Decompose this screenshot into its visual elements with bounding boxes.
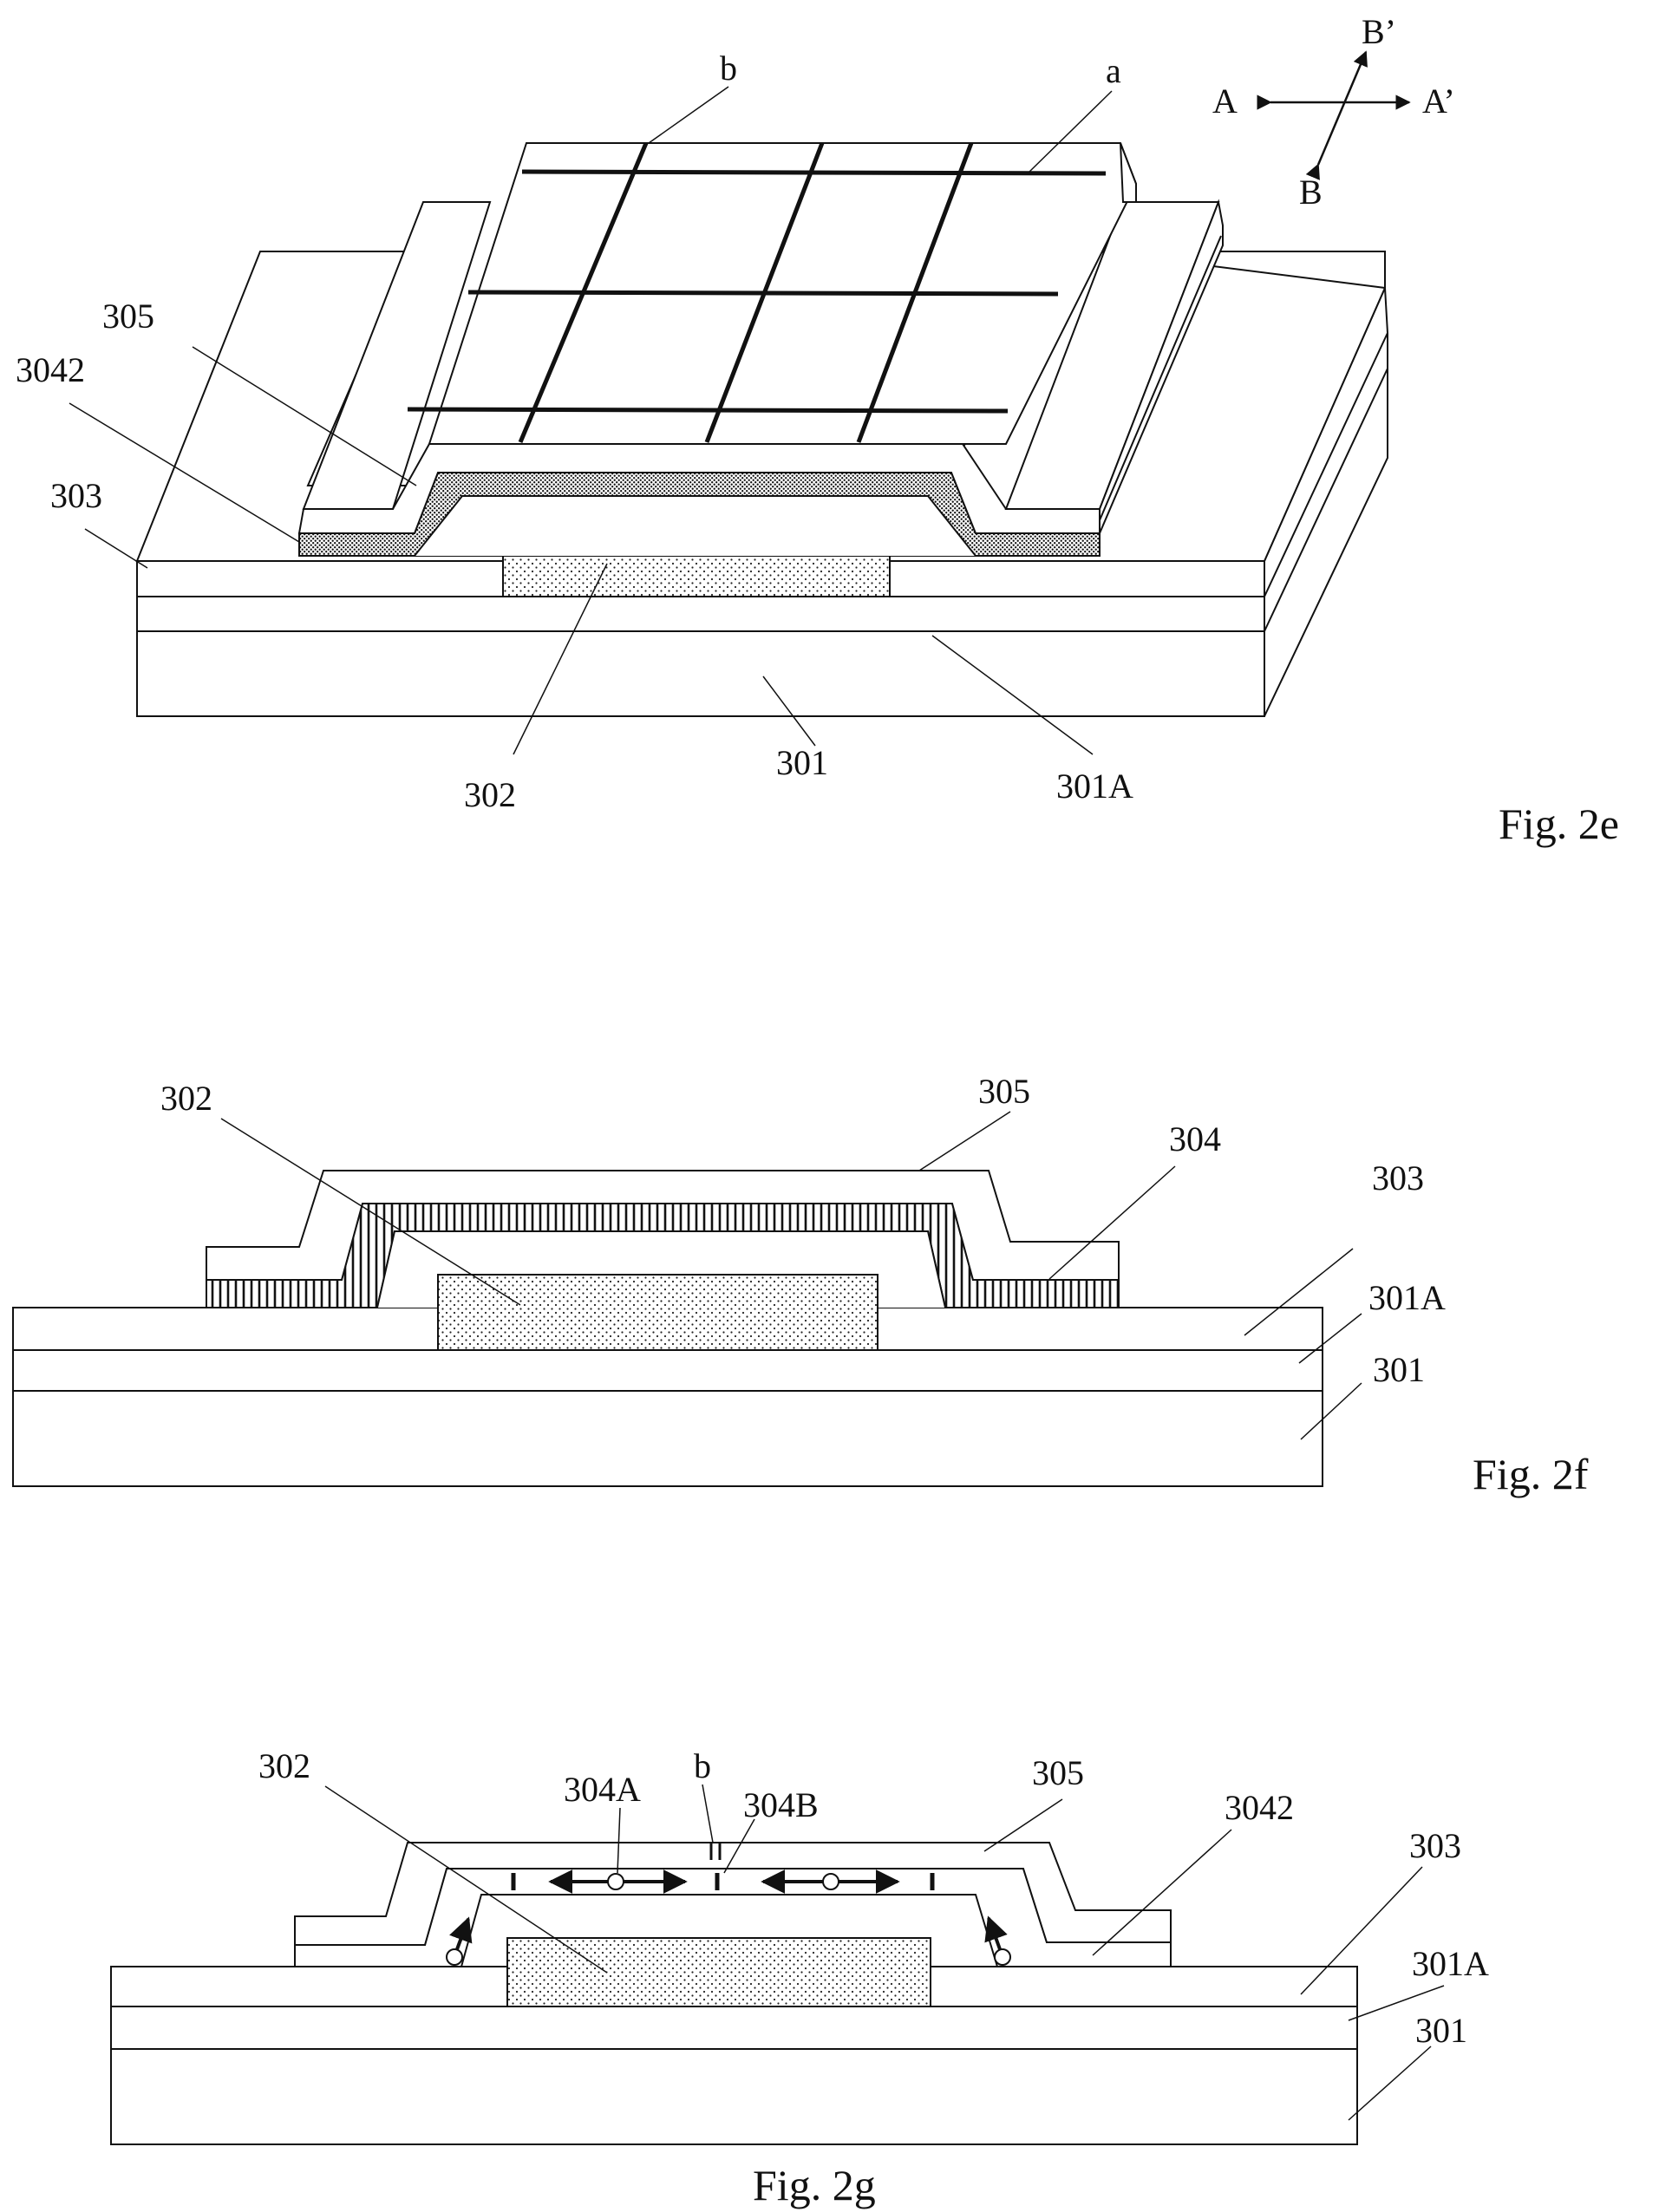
label-303: 303 (50, 476, 102, 515)
figure-2f (13, 1112, 1362, 1486)
label-a: a (1106, 51, 1121, 90)
label-301: 301 (1373, 1350, 1425, 1389)
label-304A: 304A (564, 1770, 641, 1809)
layer-301A (111, 2006, 1357, 2049)
figure-caption-2g: Fig. 2g (753, 2161, 876, 2209)
label-305: 305 (102, 297, 154, 336)
figure-2g (111, 1785, 1444, 2144)
label-B: B (1299, 173, 1323, 212)
atom-right (823, 1874, 839, 1889)
substrate-301 (13, 1391, 1323, 1486)
label-b: b (694, 1746, 711, 1785)
atom-left (447, 1949, 462, 1965)
figure-caption-2e: Fig. 2e (1499, 799, 1619, 848)
label-b: b (720, 49, 737, 88)
figure-2e (69, 52, 1409, 754)
label-301A: 301A (1056, 767, 1133, 806)
label-302: 302 (258, 1746, 310, 1785)
label-A-prime: A’ (1422, 82, 1455, 121)
figure-caption-2f: Fig. 2f (1473, 1450, 1589, 1498)
atom-304A (608, 1874, 624, 1889)
label-303: 303 (1372, 1158, 1424, 1197)
layer-301A (137, 597, 1264, 631)
label-302: 302 (160, 1079, 212, 1118)
label-301A: 301A (1368, 1278, 1446, 1317)
label-A: A (1212, 82, 1238, 121)
label-305: 305 (1032, 1753, 1084, 1792)
label-305: 305 (978, 1072, 1030, 1111)
label-B-prime: B’ (1362, 12, 1396, 51)
atom-right-edge (995, 1949, 1010, 1965)
label-301: 301 (1415, 2011, 1467, 2050)
substrate-301 (111, 2049, 1357, 2144)
direction-arrow-B-B-prime (1318, 52, 1366, 165)
substrate-301 (137, 631, 1264, 716)
layer-301A (13, 1350, 1323, 1391)
label-3042: 3042 (16, 350, 85, 389)
label-3042: 3042 (1225, 1788, 1294, 1827)
label-304B: 304B (743, 1785, 819, 1824)
label-301: 301 (776, 743, 828, 782)
label-304: 304 (1169, 1119, 1221, 1158)
label-302: 302 (464, 775, 516, 814)
label-303: 303 (1409, 1826, 1461, 1865)
label-301A: 301A (1412, 1944, 1489, 1983)
